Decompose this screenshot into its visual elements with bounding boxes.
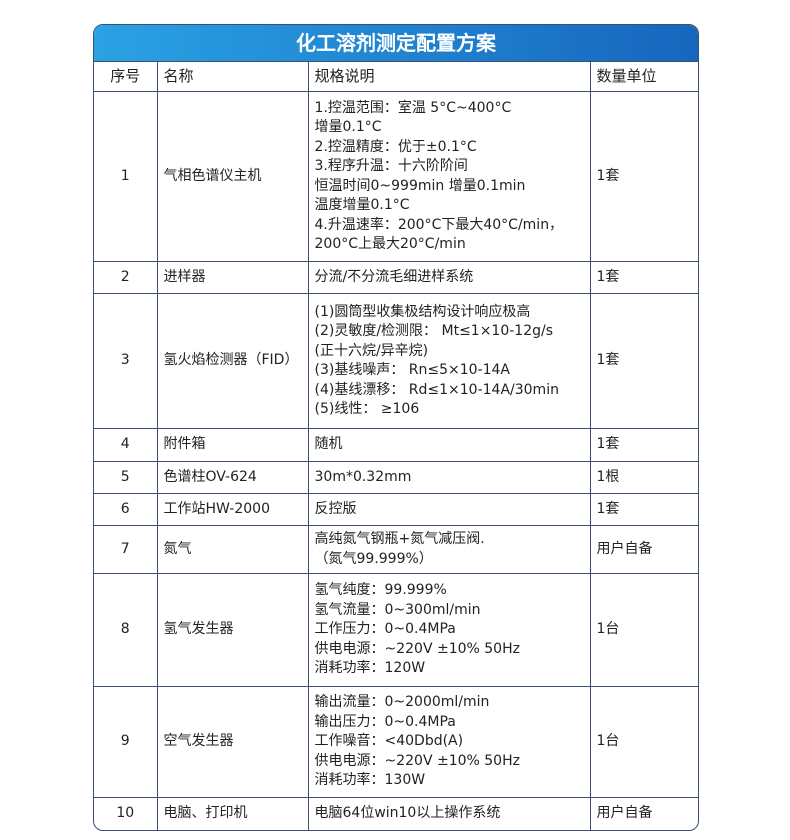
table-row: 5 色谱柱OV-624 30m*0.32mm 1根 [94,461,698,494]
row-number: 8 [94,573,158,687]
item-name: 空气发生器 [156,686,309,798]
item-spec: 30m*0.32mm [307,461,591,494]
item-quantity: 1套 [589,293,698,429]
item-name: 气相色谱仪主机 [156,91,309,262]
row-number: 9 [94,686,158,798]
row-number: 3 [94,293,158,429]
item-quantity: 1根 [589,461,698,494]
item-spec: 随机 [307,428,591,462]
item-name: 氢火焰检测器（FID） [156,293,309,429]
item-spec: 电脑64位win10以上操作系统 [307,797,591,830]
table-row: 1 气相色谱仪主机 1.控温范围：室温 5°C~400°C 增量0.1°C 2.控温… [94,91,698,262]
table-row: 7 氮气 高纯氮气钢瓶+氮气减压阀. （氮气99.999%） 用户自备 [94,525,698,574]
row-number: 6 [94,493,158,526]
item-name: 氢气发生器 [156,573,309,687]
item-spec: 高纯氮气钢瓶+氮气减压阀. （氮气99.999%） [307,525,591,574]
item-quantity: 1套 [589,493,698,526]
table-row: 9 空气发生器 输出流量：0~2000ml/min 输出压力：0~0.4MPa 工作… [94,686,698,798]
item-name: 附件箱 [156,428,309,462]
header-no: 序号 [94,61,158,92]
header-spec: 规格说明 [307,61,591,92]
item-name: 电脑、打印机 [156,797,309,830]
config-table-card: 化工溶剂测定配置方案 序号 名称 规格说明 数量单位 1 气相色谱仪主机 1.控温范… [93,24,699,831]
item-spec: 输出流量：0~2000ml/min 输出压力：0~0.4MPa 工作噪音：<40… [307,686,591,798]
table-row: 6 工作站HW-2000 反控版 1套 [94,493,698,526]
item-quantity: 1套 [589,91,698,262]
row-number: 5 [94,461,158,494]
item-spec: 分流/不分流毛细进样系统 [307,261,591,294]
table-row: 4 附件箱 随机 1套 [94,428,698,462]
item-name: 氮气 [156,525,309,574]
item-spec: 反控版 [307,493,591,526]
header-row: 序号 名称 规格说明 数量单位 [94,61,698,92]
header-name: 名称 [156,61,309,92]
item-name: 色谱柱OV-624 [156,461,309,494]
row-number: 1 [94,91,158,262]
item-quantity: 用户自备 [589,525,698,574]
item-name: 进样器 [156,261,309,294]
table-row: 3 氢火焰检测器（FID） (1)圆筒型收集极结构设计响应极高 (2)灵敏度/检测限… [94,293,698,429]
item-quantity: 1套 [589,261,698,294]
item-spec: (1)圆筒型收集极结构设计响应极高 (2)灵敏度/检测限： Mt≤1×10-12… [307,293,591,429]
item-quantity: 用户自备 [589,797,698,830]
config-table: 序号 名称 规格说明 数量单位 1 气相色谱仪主机 1.控温范围：室温 5°C~40… [94,61,698,830]
item-spec: 氢气纯度：99.999% 氢气流量：0~300ml/min 工作压力：0~0.4… [307,573,591,687]
item-quantity: 1台 [589,573,698,687]
header-qty: 数量单位 [589,61,698,92]
table-title: 化工溶剂测定配置方案 [94,25,698,61]
row-number: 10 [94,797,158,830]
table-row: 2 进样器 分流/不分流毛细进样系统 1套 [94,261,698,294]
table-row: 10 电脑、打印机 电脑64位win10以上操作系统 用户自备 [94,797,698,830]
row-number: 7 [94,525,158,574]
item-name: 工作站HW-2000 [156,493,309,526]
item-quantity: 1台 [589,686,698,798]
row-number: 2 [94,261,158,294]
row-number: 4 [94,428,158,462]
table-row: 8 氢气发生器 氢气纯度：99.999% 氢气流量：0~300ml/min 工作压力… [94,573,698,687]
item-spec: 1.控温范围：室温 5°C~400°C 增量0.1°C 2.控温精度：优于±0.… [307,91,591,262]
item-quantity: 1套 [589,428,698,462]
